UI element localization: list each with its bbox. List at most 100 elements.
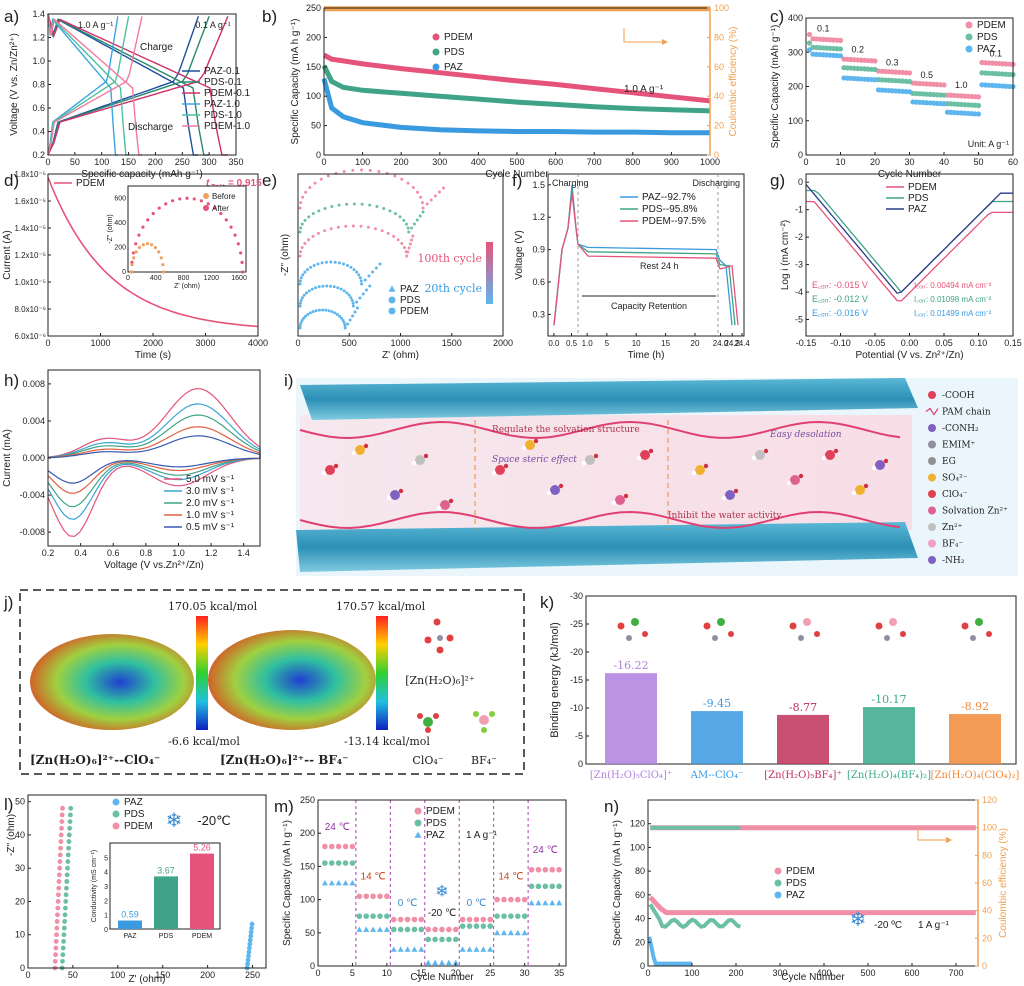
panel-m-point-PAZ [549, 899, 556, 906]
panel-e-point-PDEM-20 [321, 308, 325, 312]
panel-i-molecule-atom [798, 473, 804, 479]
panel-b-y2tick-label: 80 [714, 32, 724, 42]
panel-a-legend-PAZ-0.1-label: PAZ-0.1 [204, 66, 240, 77]
panel-l-inset-ytick: 1 [104, 913, 108, 920]
panel-n-ytick-label: 20 [635, 937, 645, 947]
panel-g-xtick-label: -0.05 [865, 338, 886, 348]
panel-e-point-PAZ-100 [316, 231, 320, 235]
panel-e-point-PDEM-100 [308, 185, 312, 189]
panel-m-point-PDS [521, 913, 528, 919]
panel-d-inset-frame [127, 185, 247, 273]
panel-l-legend-PDS-swatch [112, 810, 120, 818]
panel-l-point-PDEM [55, 912, 60, 918]
panel-i-molecule-atom [691, 470, 697, 476]
panel-i-label: i) [284, 371, 293, 390]
panel-e-point-PDEM-100 [368, 168, 372, 172]
panel-f-xtick-label: 20 [691, 339, 700, 348]
panel-c-xtick-label: 40 [939, 157, 949, 167]
panel-e-point-PDEM-100 [420, 201, 424, 205]
panel-e-cycle100-label: 100th cycle [417, 252, 482, 265]
panel-i-molecule [790, 475, 800, 485]
panel-l-point-PDEM [55, 905, 61, 911]
panel-m-point-PAZ [535, 899, 542, 906]
panel-e-point-PDS-100 [404, 222, 408, 226]
panel-m-point-PAZ [445, 959, 452, 966]
panel-e-point-PAZ-100 [299, 250, 303, 254]
panel-m-point-PDS [370, 913, 376, 919]
panel-c-label: c) [770, 7, 784, 26]
panel-l-point-PDS [65, 865, 70, 871]
panel-k-molecule-atom [884, 635, 890, 641]
panel-m-point-PAZ [459, 946, 466, 952]
panel-i-molecule-atom [423, 453, 429, 459]
panel-m-temp-0: 24 ℃ [325, 822, 350, 833]
panel-b-legend-PDEM-swatch [432, 33, 440, 41]
panel-d-inset-after-point [229, 225, 233, 229]
panel-l-point-PDS [64, 872, 70, 878]
panel-m-point-PAZ [439, 959, 445, 966]
panel-l-point-PAZ [245, 961, 250, 967]
panel-g-xlabel: Potential (V vs. Zn²⁺/Zn) [855, 350, 963, 361]
panel-e-point-PAZ-20 [360, 282, 364, 286]
panel-i-bottom-layer [296, 522, 918, 572]
panel-e-point-PAZ-100 [405, 254, 409, 258]
panel-g-ytick-label: -3 [795, 260, 803, 270]
panel-h-xtick-label: 0.2 [42, 548, 55, 558]
panel-e-point-PDEM-100 [421, 206, 425, 210]
panel-k-category-2: [Zn(H₂O)₅BF₄]⁺ [764, 770, 842, 781]
panel-m-point-PDS [322, 860, 328, 866]
panel-e-point-PDEM-20 [299, 321, 303, 325]
panel-a-xtick-label: 0 [45, 157, 50, 167]
panel-d-inset-after-point [219, 211, 223, 216]
panel-n-xtick-label: 0 [645, 968, 650, 978]
panel-b-ytick-label: 250 [306, 3, 321, 13]
panel-j-f-atom [489, 711, 495, 717]
panel-i-molecule [525, 440, 535, 450]
panel-e-point-PDEM-100 [400, 177, 404, 181]
panel-n-ce-arrow [917, 828, 948, 841]
panel-d-inset-legend-before: Before [212, 192, 236, 201]
panel-e-point-PDEM-20 [314, 309, 318, 313]
panel-e-point-PDS-100 [382, 206, 386, 210]
panel-c-point-PDS [837, 46, 844, 52]
panel-a-legend-PDEM-1.0-label: PDEM-1.0 [204, 121, 251, 132]
panel-i-legend-label: Solvation Zn²⁺ [942, 507, 1008, 517]
panel-m-point-PDEM [397, 916, 404, 923]
panel-c-point-PDEM [837, 37, 844, 43]
panel-i-electrolyte [300, 415, 912, 530]
panel-m-point-PAZ [349, 880, 356, 886]
panel-m-point-PAZ [363, 926, 370, 932]
panel-e-point-PAZ-20 [309, 265, 313, 269]
panel-j-colorbar-2 [376, 616, 388, 730]
panel-a-xtick-label: 150 [121, 157, 136, 167]
panel-g-xtick-label: 0.10 [970, 338, 988, 348]
panel-m-point-PDS [542, 883, 549, 890]
panel-h-xtick-label: 1.0 [172, 548, 185, 558]
panel-m-point-PDS [363, 913, 370, 919]
panel-b-legend-PDS-swatch [432, 48, 440, 56]
panel-i-molecule-atom [351, 450, 357, 456]
panel-e-tail-PAZ-20 [367, 274, 371, 278]
panel-c-legend-PDS-swatch [965, 33, 973, 41]
panel-f-curve-PDEM--97.5% [553, 193, 739, 326]
panel-c-xtick-label: 50 [973, 157, 983, 167]
panel-d-inset-after-point [157, 206, 161, 210]
panel-i-pam-chain [299, 510, 901, 530]
panel-e-point-PDS-20 [339, 287, 343, 291]
panel-a: a) 0 50 100 150 200 250 300 350 0.2 0.4 0.6 0.8 1.0 1.… [4, 7, 251, 180]
panel-d-ytick-label: 8.0x10⁻⁶ [14, 305, 46, 314]
panel-g-ytick-label: -1 [795, 205, 803, 215]
panel-l-point-PDEM [56, 879, 62, 884]
panel-f-frame [547, 173, 745, 337]
panel-b-xtick-label: 700 [587, 157, 602, 167]
panel-b-series-PAZ [321, 77, 710, 136]
panel-n-xtick-label: 200 [728, 968, 743, 978]
panel-i-molecule [755, 450, 765, 460]
panel-c-unit: Unit: A g⁻¹ [968, 139, 1009, 149]
panel-e-point-PDS-100 [402, 218, 406, 222]
panel-i-molecule-atom [821, 455, 827, 461]
panel-e-point-PDS-100 [337, 203, 341, 207]
panel-n-ce-arrow-head [946, 837, 952, 843]
panel-m-xtick-label: 10 [382, 968, 392, 978]
